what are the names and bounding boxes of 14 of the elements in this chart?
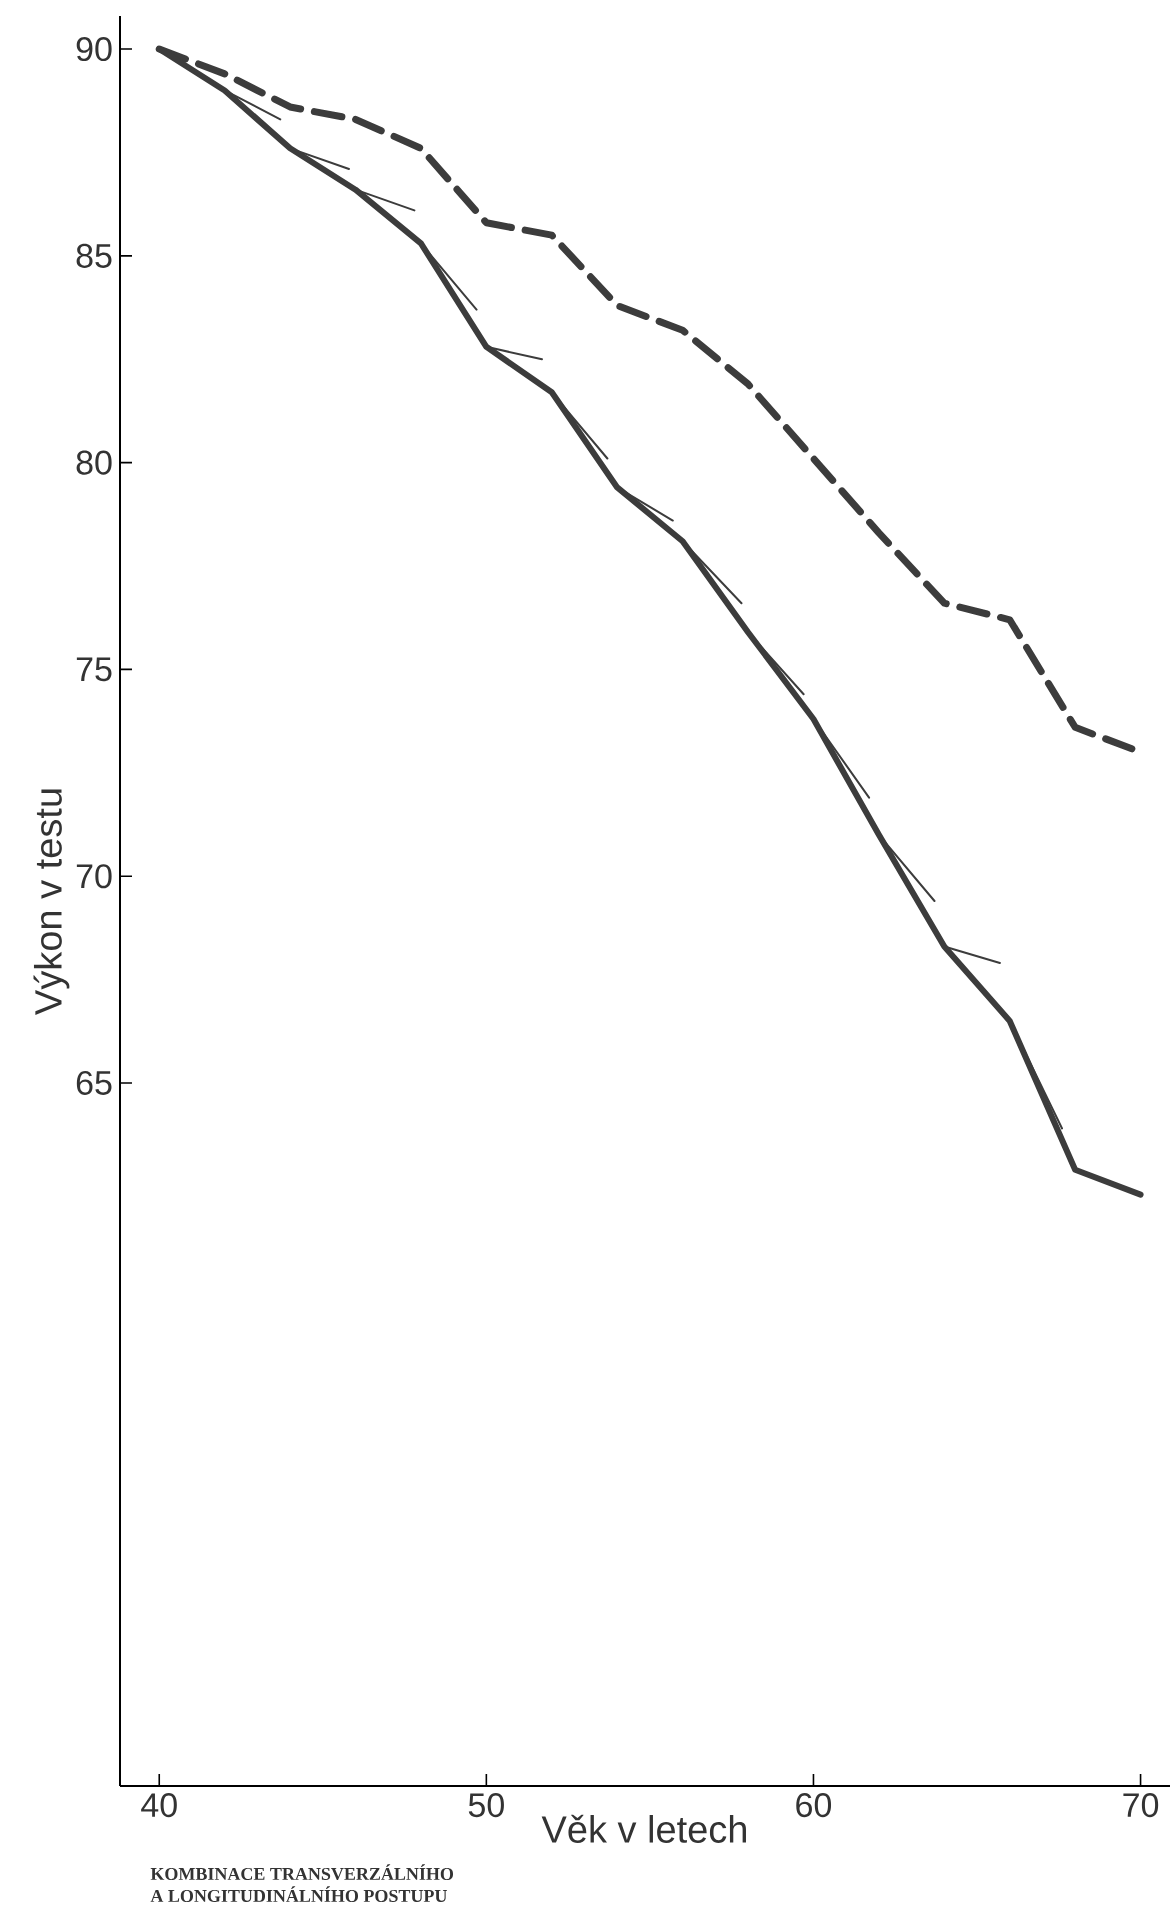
text: A LONGITUDINÁLNÍHO POSTUPU (150, 1886, 447, 1903)
x-tick-label: 40 (141, 1793, 177, 1818)
y-tick-label: 75 (76, 657, 112, 682)
y-tick-label: 65 (76, 1070, 112, 1095)
y-tick-label: 80 (76, 450, 112, 475)
x-tick-label: 60 (796, 1793, 832, 1818)
y-tick-label: 85 (76, 243, 112, 268)
x-axis-title: Věk v letech (541, 1814, 746, 1843)
text: KOMBINACE TRANSVERZÁLNÍHO (150, 1864, 454, 1881)
x-tick-label: 50 (468, 1793, 504, 1818)
y-tick-label: 70 (76, 864, 112, 889)
y-tick-label: 90 (76, 37, 112, 62)
y-axis-title: Výkon v testu (33, 789, 70, 1015)
x-tick-label: 70 (1123, 1793, 1159, 1818)
